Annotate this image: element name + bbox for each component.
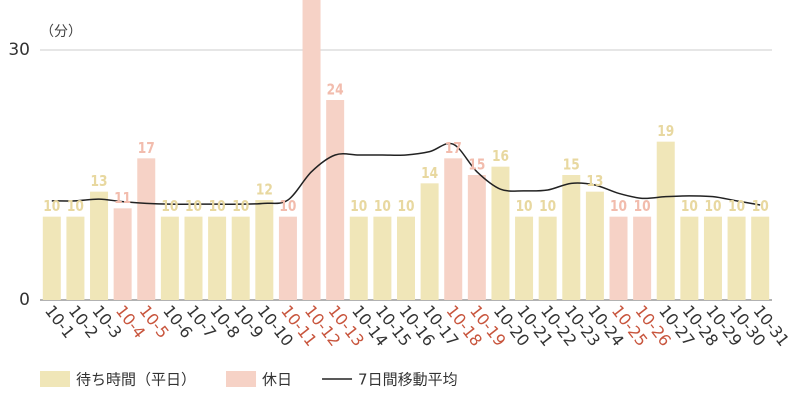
bar	[420, 183, 439, 300]
bar	[113, 208, 132, 300]
data-label: 10	[539, 197, 556, 215]
bar	[42, 216, 61, 300]
data-label: 10	[752, 197, 769, 215]
bar	[703, 216, 722, 300]
bar	[515, 216, 534, 300]
data-label: 10	[350, 197, 367, 215]
bar	[255, 200, 274, 300]
bar	[184, 216, 203, 300]
data-label: 10	[161, 197, 178, 215]
moving-average-line	[51, 142, 761, 206]
data-label: 24	[327, 81, 344, 99]
bar	[231, 216, 250, 300]
bar	[491, 166, 510, 300]
data-label: 17	[138, 139, 155, 157]
data-label: 10	[185, 197, 202, 215]
data-label: 15	[563, 156, 580, 174]
unit-label: （分）	[40, 24, 82, 40]
legend-label: 7日間移動平均	[358, 371, 458, 389]
bar	[137, 158, 156, 300]
data-label: 10	[610, 197, 627, 215]
bar	[609, 216, 628, 300]
data-label: 10	[279, 197, 296, 215]
bar	[467, 175, 486, 300]
data-label: 13	[91, 172, 108, 190]
bar	[562, 175, 581, 300]
data-label: 10	[704, 197, 721, 215]
data-label: 10	[728, 197, 745, 215]
y-tick-label: 0	[19, 290, 30, 310]
bar	[585, 191, 604, 300]
bar	[538, 216, 557, 300]
bar	[278, 216, 297, 300]
legend-swatch	[226, 371, 257, 387]
data-label: 12	[256, 181, 273, 199]
data-label: 10	[681, 197, 698, 215]
bar	[751, 216, 770, 300]
bar	[326, 100, 345, 300]
bar	[302, 0, 321, 300]
bar	[680, 216, 699, 300]
data-label: 10	[634, 197, 651, 215]
bar	[656, 141, 675, 300]
data-label: 10	[516, 197, 533, 215]
bar	[397, 216, 415, 300]
bar	[90, 191, 109, 300]
data-label: 17	[445, 139, 462, 157]
bar	[444, 158, 463, 300]
data-label: 14	[421, 164, 438, 182]
data-label: 10	[209, 197, 226, 215]
data-label: 10	[374, 197, 391, 215]
data-label: 19	[657, 122, 674, 140]
bar	[160, 216, 179, 300]
data-label: 16	[492, 147, 509, 165]
bar	[66, 216, 85, 300]
bar	[633, 216, 652, 300]
data-label: 10	[67, 197, 84, 215]
data-label: 10	[232, 197, 249, 215]
legend-label: 待ち時間（平日）	[76, 371, 196, 389]
bar	[373, 216, 392, 300]
bar	[208, 216, 227, 300]
bar	[349, 216, 368, 300]
data-label: 10	[43, 197, 60, 215]
data-label: 15	[468, 156, 485, 174]
y-tick-label: 30	[8, 40, 30, 60]
data-label: 10	[398, 197, 415, 215]
legend-swatch	[40, 371, 70, 387]
legend-label: 休日	[262, 371, 292, 389]
data-label: 13	[586, 172, 603, 190]
bar	[727, 216, 746, 300]
data-label: 11	[114, 189, 131, 207]
